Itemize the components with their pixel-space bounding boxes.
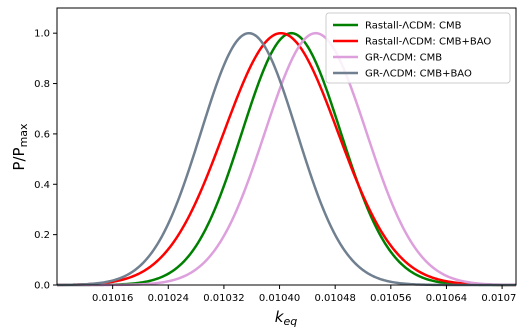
- y-tick-label: 0.6: [34, 129, 50, 140]
- x-tick-label: 0.01064: [426, 293, 467, 304]
- x-tick-label: 0.01056: [370, 293, 411, 304]
- x-axis-ticks: 0.01016 0.01024 0.01032 0.01040 0.01048 0.010…: [92, 285, 517, 304]
- y-tick-label: 0.4: [34, 180, 50, 191]
- legend-label-3: GR-ΛCDM: CMB+BAO: [365, 69, 472, 80]
- legend-label-2: GR-ΛCDM: CMB: [365, 53, 442, 64]
- x-tick-label: 0.01016: [92, 293, 133, 304]
- legend-label-1: Rastall-ΛCDM: CMB+BAO: [365, 37, 491, 48]
- x-tick-label: 0.01040: [259, 293, 300, 304]
- y-tick-label: 0.8: [34, 79, 50, 90]
- y-axis-label: P/Pmax: [10, 123, 30, 171]
- y-axis-ticks: 0.0 0.2 0.4 0.6 0.8 1.0: [34, 29, 57, 292]
- x-tick-label: 0.01032: [203, 293, 244, 304]
- series-line-1: [56, 31, 517, 287]
- plot-frame: [56, 7, 517, 286]
- x-tick-label: 0.01024: [148, 293, 189, 304]
- x-axis-label: keq: [275, 308, 297, 327]
- y-tick-label: 0.0: [34, 281, 50, 292]
- y-tick-label: 0.2: [34, 230, 50, 241]
- legend-box: [325, 12, 511, 84]
- y-tick-label: 1.0: [34, 29, 50, 40]
- x-tick-label: 0.01072: [481, 293, 517, 304]
- x-tick-label: 0.01048: [315, 293, 356, 304]
- legend: Rastall-ΛCDM: CMB Rastall-ΛCDM: CMB+BAO GR…: [325, 12, 511, 84]
- legend-label-0: Rastall-ΛCDM: CMB: [365, 21, 462, 32]
